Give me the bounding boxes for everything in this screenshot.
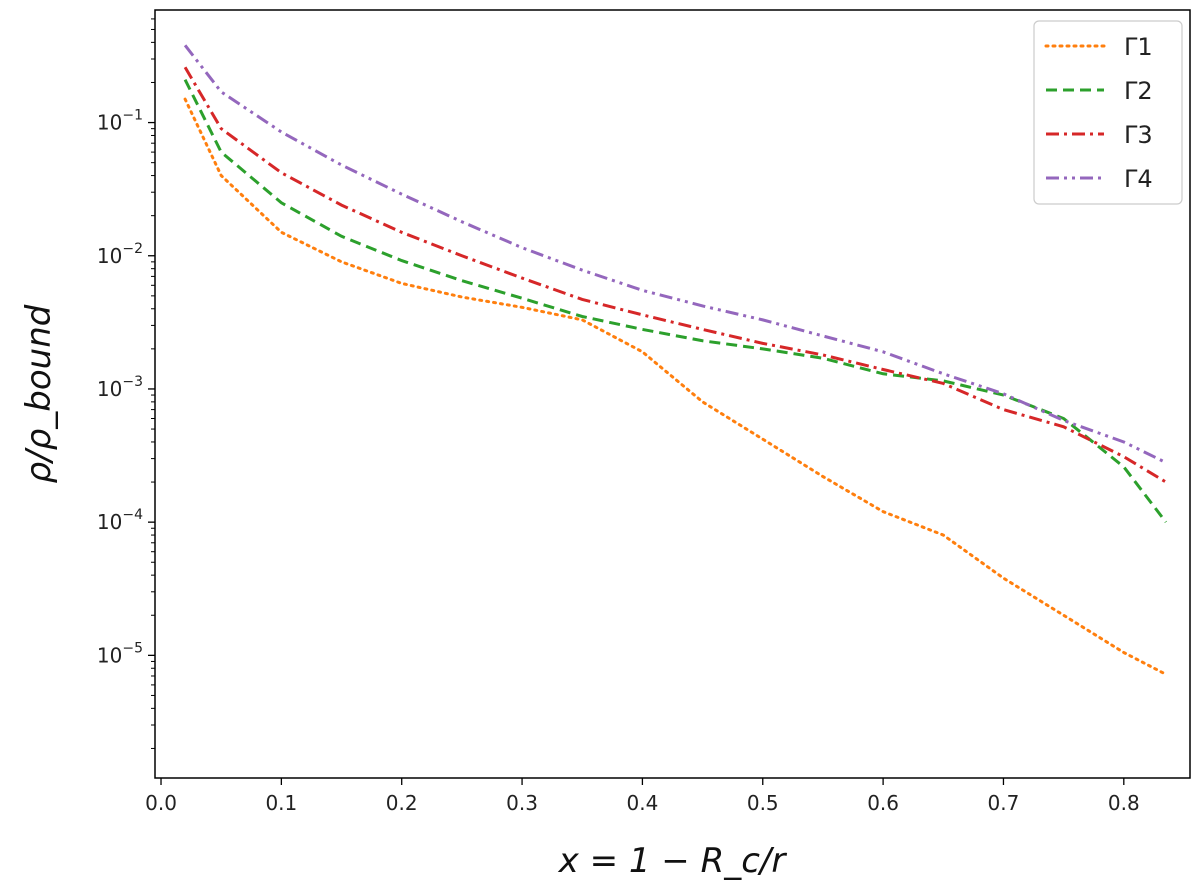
y-tick-label: 10−1: [97, 108, 143, 135]
series-layer: [183, 44, 1168, 676]
x-tick-label: 0.5: [747, 791, 779, 815]
y-axis-ticks: 10−1 10−2 10−3 10−4 10−5: [97, 18, 155, 749]
x-tick-label: 0.3: [506, 791, 538, 815]
x-tick-label: 0.8: [1108, 791, 1140, 815]
legend-box: [1033, 20, 1183, 205]
series-line-4: [183, 44, 1167, 464]
y-tick-label: 10−3: [97, 374, 143, 401]
plot-frame: [154, 9, 1191, 779]
x-tick-label: 0.4: [627, 791, 659, 815]
y-tick-label: 10−5: [97, 640, 143, 667]
legend-label-4: Γ4: [1124, 165, 1153, 193]
x-tick-label: 0.7: [988, 791, 1020, 815]
x-axis-ticks: 0.0 0.1 0.2 0.3 0.4 0.5 0.6 0.7 0.8: [145, 778, 1140, 815]
legend-label-1: Γ1: [1124, 33, 1153, 61]
y-tick-label: 10−4: [97, 507, 143, 534]
series-line-1: [183, 97, 1168, 676]
x-tick-label: 0.2: [386, 791, 418, 815]
series-line-3: [183, 66, 1167, 484]
y-axis-title: ρ/ρ_bound: [19, 304, 59, 483]
x-tick-label: 0.0: [145, 791, 177, 815]
legend: Γ1 Γ2 Γ3 Γ4: [1033, 20, 1183, 205]
x-tick-label: 0.6: [867, 791, 899, 815]
y-tick-label: 10−2: [97, 241, 143, 268]
series-line-2: [183, 78, 1168, 524]
x-tick-label: 0.1: [265, 791, 297, 815]
x-axis-title: x = 1 − R_c/r: [558, 841, 788, 881]
legend-label-2: Γ2: [1124, 77, 1153, 105]
legend-label-3: Γ3: [1124, 121, 1153, 149]
legend-entries: Γ1 Γ2 Γ3 Γ4: [1044, 33, 1153, 193]
